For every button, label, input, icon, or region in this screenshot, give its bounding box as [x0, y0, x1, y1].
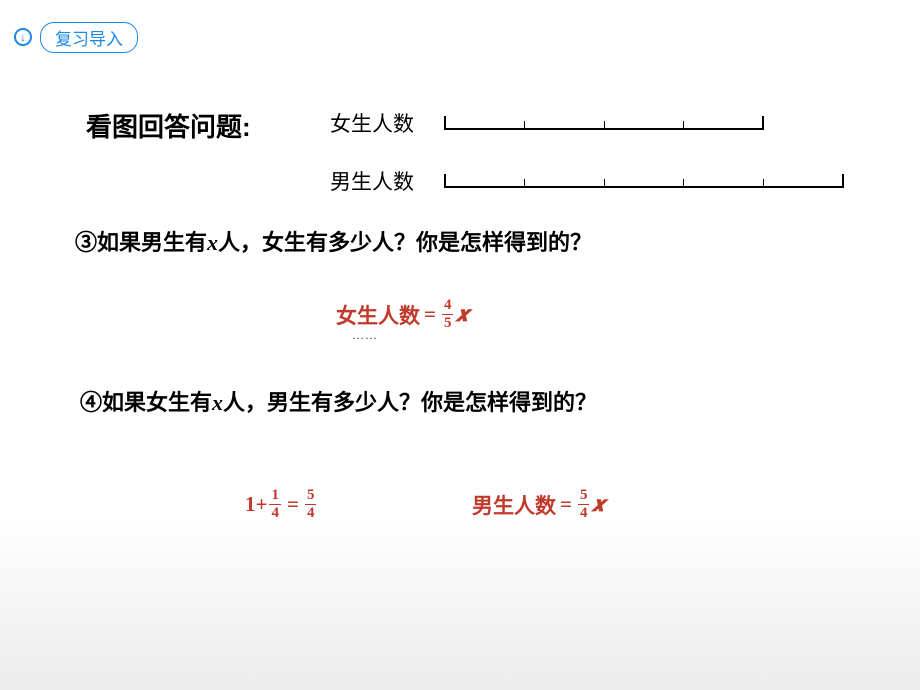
diagram-label-boys: 男生人数: [330, 166, 414, 196]
diagram-row-girls: 女生人数: [330, 108, 844, 138]
q3-part1: 如果男生有: [97, 230, 207, 255]
a4l-one: 1: [245, 492, 256, 517]
q3-part2: 人，女生有多少人？你是怎样得到的？: [218, 230, 592, 255]
q3-var: x: [207, 230, 218, 255]
a4l-plus: +: [256, 492, 268, 517]
question-3: ③如果男生有x人，女生有多少人？你是怎样得到的？: [75, 225, 592, 257]
answer-3: 女生人数 = 4 5 𝒙: [336, 298, 469, 331]
q4-part2: 人，男生有多少人？你是怎样得到的？: [223, 390, 597, 415]
a4r-var: 𝒙: [591, 492, 605, 517]
a4r-frac-num: 5: [578, 488, 590, 505]
ratio-diagram: 女生人数 男生人数: [330, 108, 844, 224]
a4r-frac-den: 4: [578, 505, 590, 521]
q4-part1: 如果女生有: [102, 390, 212, 415]
a3-fraction: 4 5: [442, 298, 454, 331]
badge-arrow-icon: ↓: [14, 28, 34, 48]
a4l-eq: =: [287, 492, 299, 517]
section-badge: ↓ 复习导入: [14, 22, 138, 53]
ruler-girls: [444, 116, 764, 130]
a4l-frac2: 5 4: [305, 488, 317, 521]
diagram-row-boys: 男生人数: [330, 166, 844, 196]
q4-marker: ④: [80, 390, 102, 415]
ruler-boys: [444, 174, 844, 188]
badge-arrow-glyph: ↓: [14, 28, 32, 46]
q3-marker: ③: [75, 230, 97, 255]
question-4: ④如果女生有x人，男生有多少人？你是怎样得到的？: [80, 385, 597, 417]
a3-frac-num: 4: [442, 298, 454, 315]
a4l-f2-num: 5: [305, 488, 317, 505]
a4l-frac1: 1 4: [269, 488, 281, 521]
a3-equals: =: [424, 302, 436, 327]
answer-4-right: 男生人数 = 5 4 𝒙: [472, 488, 605, 521]
a4r-equals: =: [560, 492, 572, 517]
a4r-lhs: 男生人数: [472, 490, 556, 520]
answer-4-left: 1 + 1 4 = 5 4: [245, 488, 318, 521]
diagram-label-girls: 女生人数: [330, 108, 414, 138]
q4-var: x: [212, 390, 223, 415]
a3-lhs: 女生人数: [336, 300, 420, 330]
a3-frac-den: 5: [442, 315, 454, 331]
badge-label: 复习导入: [40, 22, 138, 53]
a4r-fraction: 5 4: [578, 488, 590, 521]
a4l-f1-den: 4: [269, 505, 281, 521]
a3-var: 𝒙: [455, 302, 469, 327]
ellipsis-decoration: ……: [352, 328, 378, 343]
page-title: 看图回答问题:: [86, 107, 251, 144]
a4l-f2-den: 4: [305, 505, 317, 521]
a4l-f1-num: 1: [269, 488, 281, 505]
